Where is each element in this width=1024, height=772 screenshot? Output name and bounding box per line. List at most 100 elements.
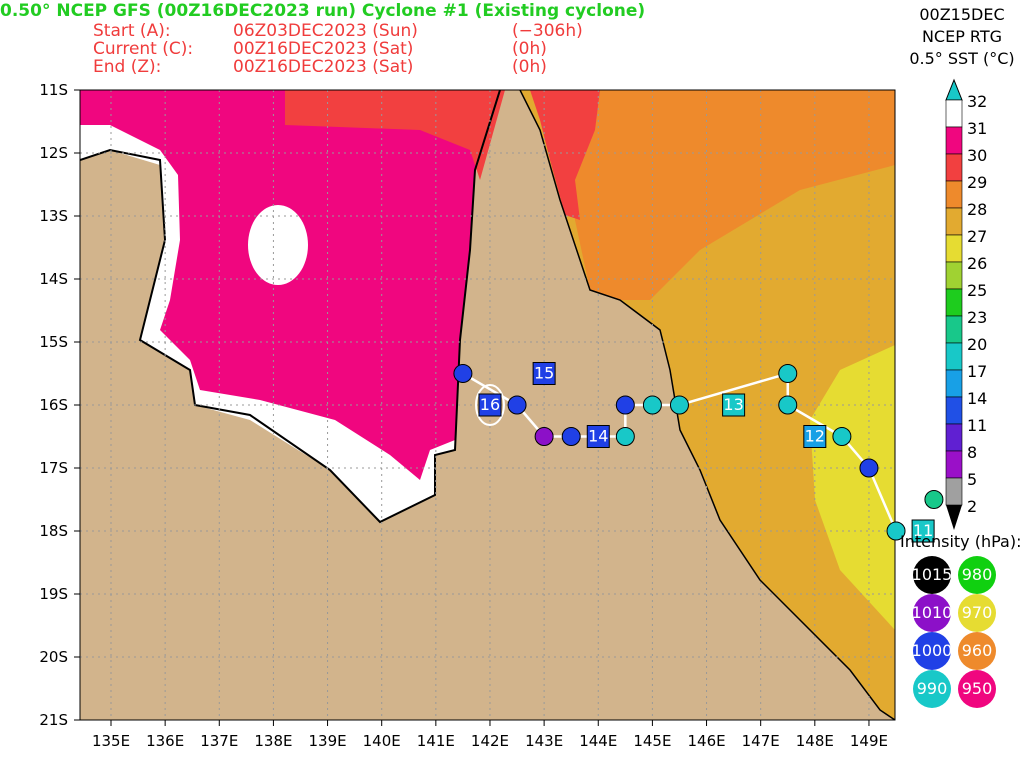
lat-label: 20S [39, 648, 68, 666]
colorbar-label: 20 [967, 335, 987, 354]
day-label: 12 [805, 427, 825, 446]
track-point [778, 364, 798, 383]
coastline-east [519, 90, 895, 720]
colorbar-label: 26 [967, 254, 987, 273]
lat-label: 19S [39, 585, 68, 603]
intensity-title: Intensity (hPa): [900, 532, 1021, 551]
track-point [507, 395, 527, 415]
colorbar-segment [945, 477, 963, 506]
header-field: (0h) [512, 39, 547, 59]
colorbar-label: 17 [967, 362, 987, 381]
header-field: 00Z16DEC2023 (Sat) [233, 39, 413, 59]
day-label: 15 [534, 364, 554, 383]
intensity-label: 1015 [912, 565, 953, 584]
colorbar-label: 5 [967, 470, 977, 489]
colorbar-label: 28 [967, 200, 987, 219]
lon-label: 135E [92, 732, 130, 750]
colorbar-segment [945, 396, 963, 425]
colorbar-label: 8 [967, 443, 977, 462]
intensity-swatch [958, 670, 996, 708]
intensity-label: 980 [962, 565, 993, 584]
intensity-swatch [958, 632, 996, 670]
lon-label: 146E [687, 732, 725, 750]
colorbar-segment [945, 234, 963, 263]
track-point [615, 427, 635, 446]
colorbar-segment [945, 342, 963, 371]
sst-27 [810, 345, 895, 630]
colorbar-label: 27 [967, 227, 987, 246]
sst-30r [530, 90, 600, 220]
intensity-label: 990 [917, 679, 948, 698]
day-marker [532, 362, 556, 385]
header-field: (0h) [512, 57, 547, 77]
colorbar-segment [945, 261, 963, 290]
track-point [669, 395, 689, 415]
colorbar-segment [945, 126, 963, 155]
intensity-swatch [913, 594, 951, 632]
lat-label: 17S [39, 459, 68, 477]
colorbar-label: 30 [967, 146, 987, 165]
lon-label: 144E [579, 732, 617, 750]
lon-label: 145E [633, 732, 671, 750]
header-field: 00Z16DEC2023 (Sat) [233, 57, 413, 77]
intensity-label: 970 [962, 603, 993, 622]
day-marker [803, 425, 827, 448]
intensity-legend: Intensity (hPa): 1015 980 1010 970 1000 960 99… [900, 532, 1021, 708]
day-label: 13 [723, 395, 743, 414]
intensity-swatch [958, 594, 996, 632]
header-field: Current (C): [93, 39, 193, 59]
lon-label: 143E [525, 732, 563, 750]
colorbar-segment [945, 288, 963, 317]
intensity-label: 1000 [912, 641, 953, 660]
lat-label: 14S [39, 270, 68, 288]
track-point [534, 427, 554, 446]
lon-label: 142E [471, 732, 509, 750]
colorbar-segment [945, 315, 963, 344]
track-point [561, 427, 581, 446]
intensity-swatch [913, 670, 951, 708]
sst-date: 00Z15DEC [919, 5, 1004, 24]
lon-label: 136E [146, 732, 184, 750]
lat-label: 16S [39, 396, 68, 414]
day-label: 14 [588, 427, 608, 446]
lat-label: 21S [39, 711, 68, 729]
intensity-swatch [958, 556, 996, 594]
track-point [642, 395, 662, 415]
colorbar-segment [945, 369, 963, 398]
colorbar-label: 31 [967, 119, 987, 138]
day-marker [586, 425, 610, 448]
colorbar-label: 29 [967, 173, 987, 192]
colorbar-label: 32 [967, 92, 987, 111]
lon-label: 148E [796, 732, 834, 750]
lat-label: 12S [39, 144, 68, 162]
lat-label: 18S [39, 522, 68, 540]
lon-label: 139E [309, 732, 347, 750]
track-point [886, 521, 906, 541]
colorbar-label: 25 [967, 281, 987, 300]
header-field: 06Z03DEC2023 (Sun) [233, 21, 418, 41]
sst-29 [560, 90, 895, 300]
colorbar-segment [945, 423, 963, 452]
colorbar-segment [945, 99, 963, 128]
day-marker [722, 393, 746, 417]
warm-pool [248, 205, 308, 285]
cyclone-symbol [474, 384, 505, 426]
intensity-swatch [913, 556, 951, 594]
colorbar-label: 2 [967, 497, 977, 516]
colorbar-segment [945, 153, 963, 182]
colorbar-label: 14 [967, 389, 987, 408]
intensity-label: 1010 [912, 603, 953, 622]
header-field: (−306h) [512, 21, 583, 41]
day-marker [478, 393, 502, 417]
colorbar-label: 23 [967, 308, 987, 327]
track-point [832, 427, 852, 446]
sst-source: NCEP RTG [922, 27, 1002, 46]
day-label: 16 [480, 395, 500, 414]
sst-colorbar: 00Z15DEC NCEP RTG 0.5° SST (°C) 32 31 30 29… [909, 5, 1015, 530]
coastline [80, 90, 501, 524]
colorbar-segment [945, 207, 963, 236]
lon-label: 138E [254, 732, 292, 750]
colorbar-label: 11 [967, 416, 987, 435]
colorbar-segment [945, 180, 963, 209]
